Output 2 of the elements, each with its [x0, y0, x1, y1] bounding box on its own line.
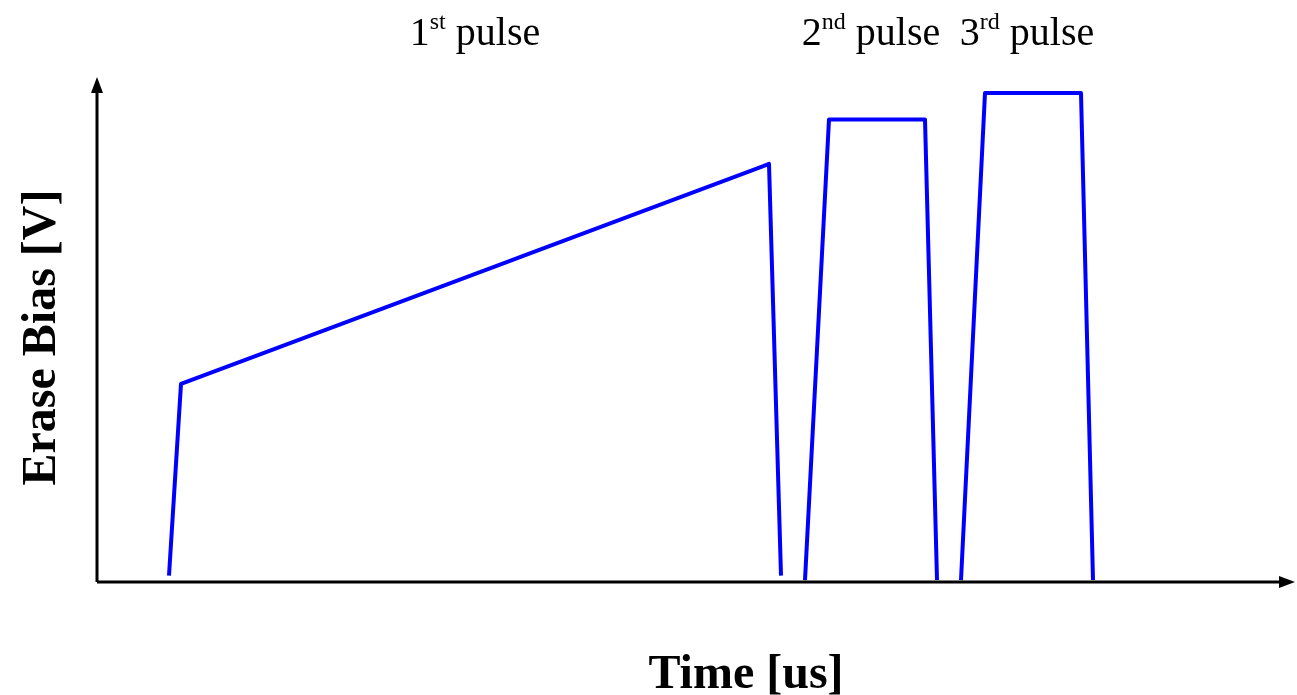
y-axis-title: Erase Bias [V] [12, 189, 65, 486]
x-axis-title: Time [us] [648, 645, 844, 695]
